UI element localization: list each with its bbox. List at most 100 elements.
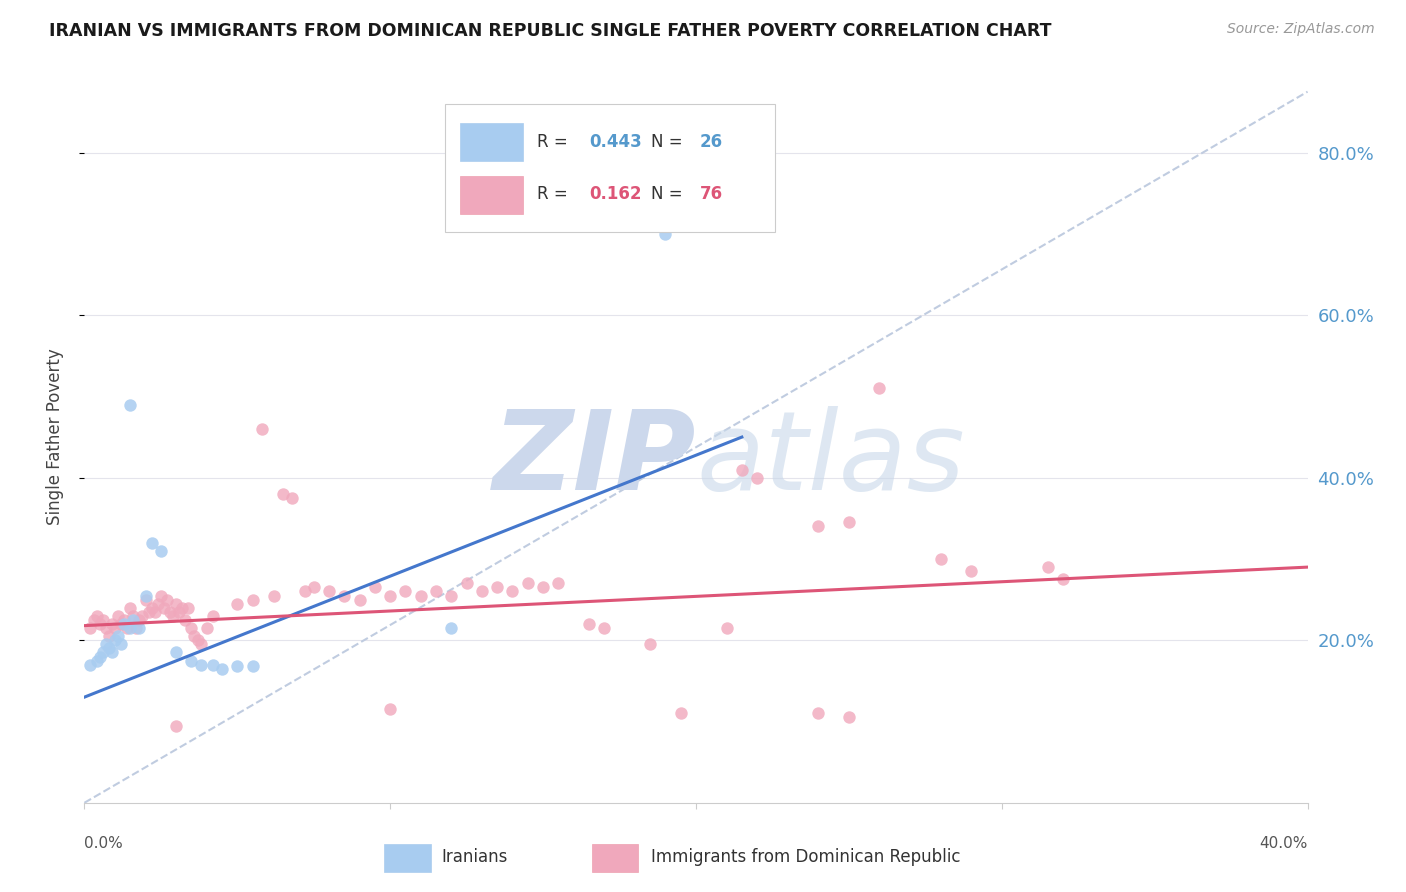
- Point: [91, 645, 114, 659]
- Point: [149, 589, 172, 603]
- Point: [153, 600, 176, 615]
- Point: [578, 617, 600, 632]
- Point: [104, 621, 127, 635]
- Point: [364, 581, 387, 595]
- Text: Source: ZipAtlas.com: Source: ZipAtlas.com: [1227, 22, 1375, 37]
- Point: [201, 657, 224, 672]
- Point: [1036, 560, 1059, 574]
- Text: atlas: atlas: [696, 406, 965, 513]
- Point: [167, 605, 190, 619]
- Point: [654, 227, 676, 241]
- Point: [122, 613, 145, 627]
- Point: [1052, 572, 1074, 586]
- Text: N =: N =: [651, 186, 688, 203]
- Point: [101, 645, 124, 659]
- Text: Immigrants from Dominican Republic: Immigrants from Dominican Republic: [651, 848, 960, 866]
- Point: [180, 654, 202, 668]
- Point: [112, 617, 135, 632]
- Point: [440, 589, 463, 603]
- Point: [263, 589, 285, 603]
- Point: [486, 581, 509, 595]
- Point: [89, 649, 111, 664]
- FancyBboxPatch shape: [592, 844, 638, 871]
- Y-axis label: Single Father Poverty: Single Father Poverty: [45, 349, 63, 525]
- Text: IRANIAN VS IMMIGRANTS FROM DOMINICAN REPUBLIC SINGLE FATHER POVERTY CORRELATION : IRANIAN VS IMMIGRANTS FROM DOMINICAN REP…: [49, 22, 1052, 40]
- Point: [669, 706, 692, 721]
- Point: [186, 633, 208, 648]
- Point: [135, 589, 157, 603]
- Point: [838, 516, 860, 530]
- Point: [593, 621, 616, 635]
- Point: [195, 621, 218, 635]
- Point: [807, 519, 830, 533]
- Point: [747, 471, 769, 485]
- Point: [318, 584, 340, 599]
- Point: [242, 592, 264, 607]
- Point: [141, 600, 163, 615]
- Point: [731, 462, 754, 476]
- Text: 0.443: 0.443: [589, 133, 643, 151]
- Point: [190, 637, 212, 651]
- Point: [409, 589, 432, 603]
- Point: [425, 584, 447, 599]
- Point: [211, 662, 233, 676]
- Point: [97, 629, 120, 643]
- Point: [143, 605, 166, 619]
- Point: [107, 629, 129, 643]
- Point: [83, 613, 105, 627]
- Point: [183, 629, 205, 643]
- Point: [131, 608, 153, 623]
- Point: [128, 621, 150, 635]
- Point: [149, 544, 172, 558]
- Point: [226, 659, 249, 673]
- Point: [94, 637, 117, 651]
- Point: [172, 600, 194, 615]
- Point: [97, 641, 120, 656]
- Point: [242, 659, 264, 673]
- Point: [91, 613, 114, 627]
- Point: [120, 398, 142, 412]
- Point: [120, 600, 142, 615]
- Point: [165, 597, 187, 611]
- Point: [79, 621, 101, 635]
- Point: [394, 584, 416, 599]
- Point: [281, 491, 304, 505]
- Point: [104, 633, 127, 648]
- Point: [349, 592, 371, 607]
- Point: [159, 605, 181, 619]
- Point: [122, 608, 145, 623]
- Point: [146, 597, 169, 611]
- Point: [86, 608, 108, 623]
- Point: [110, 617, 132, 632]
- Point: [547, 576, 569, 591]
- FancyBboxPatch shape: [460, 123, 523, 161]
- Point: [135, 592, 157, 607]
- Point: [156, 592, 179, 607]
- Point: [638, 637, 661, 651]
- Point: [807, 706, 830, 721]
- Point: [107, 608, 129, 623]
- Text: R =: R =: [537, 133, 574, 151]
- Point: [201, 608, 224, 623]
- Point: [716, 621, 738, 635]
- Point: [250, 422, 273, 436]
- Point: [115, 621, 138, 635]
- Point: [141, 535, 163, 549]
- Point: [110, 637, 132, 651]
- Point: [94, 621, 117, 635]
- Point: [294, 584, 316, 599]
- Point: [165, 718, 187, 732]
- Point: [456, 576, 478, 591]
- Text: ZIP: ZIP: [492, 406, 696, 513]
- Point: [190, 657, 212, 672]
- Point: [380, 589, 402, 603]
- FancyBboxPatch shape: [460, 176, 523, 214]
- FancyBboxPatch shape: [446, 104, 776, 232]
- Point: [165, 645, 187, 659]
- Point: [471, 584, 494, 599]
- Point: [180, 621, 202, 635]
- Text: R =: R =: [537, 186, 574, 203]
- Point: [380, 702, 402, 716]
- Point: [516, 576, 538, 591]
- Point: [440, 621, 463, 635]
